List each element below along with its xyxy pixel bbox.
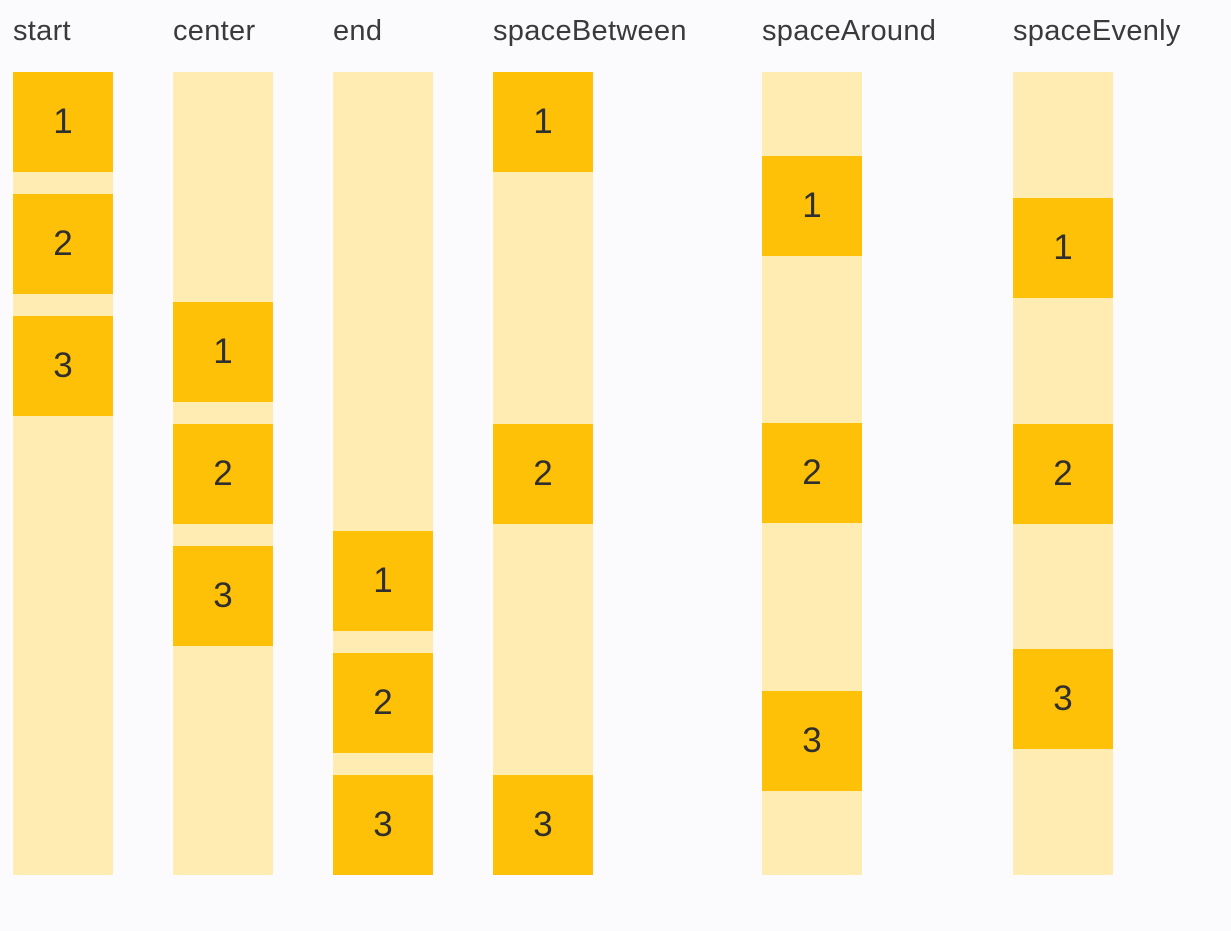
flex-item-1: 1 xyxy=(493,72,593,172)
column-label-spaceAround: spaceAround xyxy=(762,15,937,47)
flex-item-2: 2 xyxy=(762,423,862,524)
flex-track-spaceAround: 1 2 3 xyxy=(762,72,862,875)
flex-track-spaceBetween: 1 2 3 xyxy=(493,72,593,875)
flex-item-3: 3 xyxy=(1013,649,1113,750)
flex-item-1: 1 xyxy=(333,531,433,631)
column-label-center: center xyxy=(173,15,256,47)
flex-track-center: 1 2 3 xyxy=(173,72,273,875)
flex-item-3: 3 xyxy=(173,545,273,646)
flex-track-end: 1 2 3 xyxy=(333,72,433,875)
flex-item-2: 2 xyxy=(493,423,593,524)
flex-item-2: 2 xyxy=(1013,423,1113,524)
flex-item-3: 3 xyxy=(13,316,113,416)
flex-item-1: 1 xyxy=(1013,197,1113,298)
column-group-end: end 1 2 3 xyxy=(333,14,433,875)
flex-track-spaceEvenly: 1 2 3 xyxy=(1013,72,1113,875)
flex-item-1: 1 xyxy=(762,155,862,256)
flex-item-3: 3 xyxy=(333,775,433,875)
flex-item-1: 1 xyxy=(173,301,273,402)
column-label-end: end xyxy=(333,15,383,47)
flex-item-2: 2 xyxy=(173,423,273,524)
column-group-spaceBetween: spaceBetween 1 2 3 xyxy=(493,14,687,875)
column-label-start: start xyxy=(13,15,71,47)
column-group-start: start 1 2 3 xyxy=(13,14,113,875)
flex-item-1: 1 xyxy=(13,72,113,172)
flex-item-3: 3 xyxy=(493,775,593,875)
column-label-spaceBetween: spaceBetween xyxy=(493,15,687,47)
column-label-spaceEvenly: spaceEvenly xyxy=(1013,15,1181,47)
column-group-center: center 1 2 3 xyxy=(173,14,273,875)
flex-item-2: 2 xyxy=(13,194,113,294)
column-group-spaceAround: spaceAround 1 2 3 xyxy=(762,14,936,875)
flex-track-start: 1 2 3 xyxy=(13,72,113,875)
column-group-spaceEvenly: spaceEvenly 1 2 3 xyxy=(1013,14,1181,875)
flex-item-3: 3 xyxy=(762,691,862,792)
flex-item-2: 2 xyxy=(333,653,433,753)
